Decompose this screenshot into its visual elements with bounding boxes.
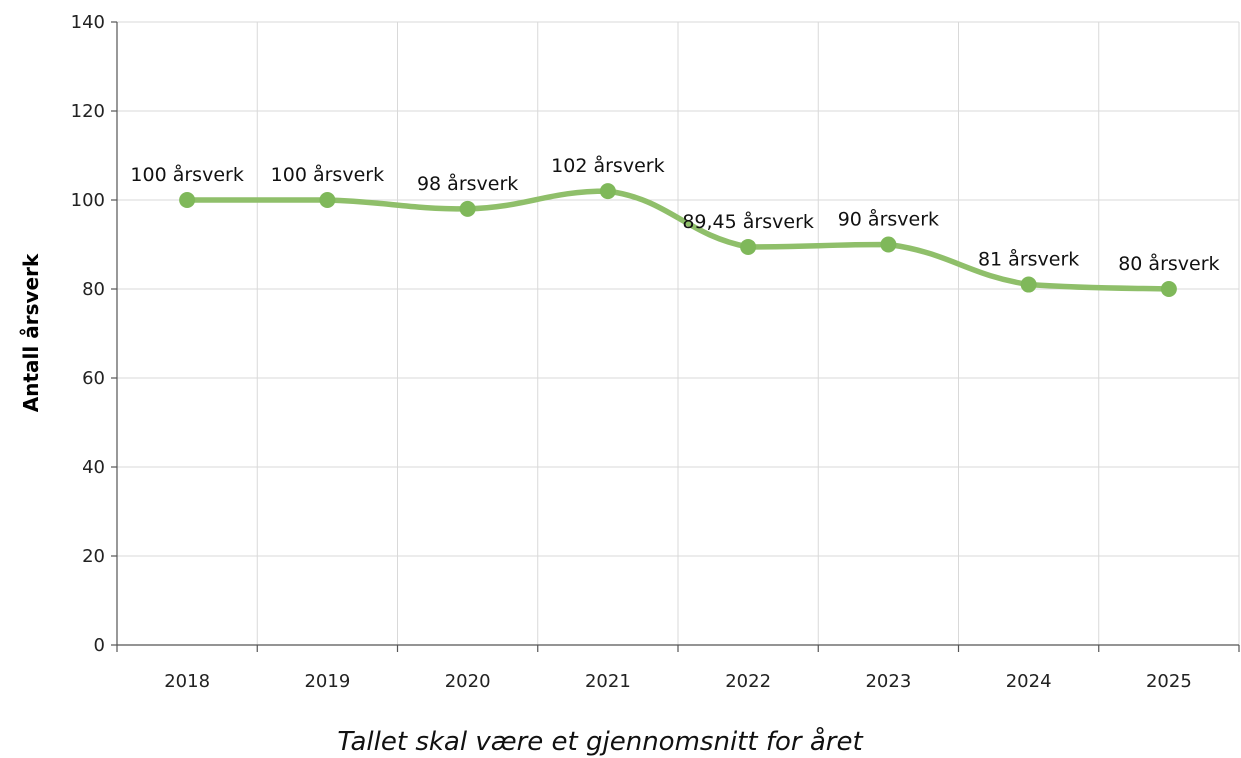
data-label: 98 årsverk (417, 172, 518, 195)
x-tick-label: 2018 (164, 671, 210, 692)
x-tick-label: 2025 (1146, 671, 1192, 692)
x-axis-label: Tallet skal være et gjennomsnitt for åre… (337, 726, 863, 757)
data-point (319, 192, 336, 208)
y-tick-label: 40 (82, 457, 105, 478)
data-label: 89,45 årsverk (682, 210, 814, 233)
series-layer (179, 183, 1177, 297)
grid-layer (117, 21, 1240, 645)
label-layer: 100 årsverk 100 årsverk 98 årsverk 102 årsv… (130, 154, 1219, 275)
data-point (740, 238, 757, 255)
y-tick-label: 20 (82, 546, 105, 567)
x-tick-label: 2020 (445, 671, 491, 692)
data-label: 100 årsverk (271, 163, 384, 186)
data-point (179, 192, 196, 208)
x-tick-label: 2023 (865, 671, 911, 692)
y-tick-label: 100 (71, 190, 105, 211)
y-tick-label: 120 (71, 101, 105, 122)
y-tick-label: 0 (94, 635, 105, 656)
data-label: 102 årsverk (551, 154, 664, 177)
series-line (184, 188, 1172, 292)
data-label: 81 årsverk (978, 248, 1079, 271)
data-label: 80 årsverk (1118, 252, 1219, 275)
data-point (880, 236, 897, 253)
data-point (1160, 281, 1177, 297)
x-tick-label: 2024 (1006, 671, 1052, 692)
axis-layer: 0 20 40 60 80 100 120 140 2018 2019 2020 2021 2022 20… (71, 12, 1240, 692)
data-point (599, 183, 616, 200)
y-tick-label: 60 (82, 368, 105, 389)
x-tick-label: 2022 (725, 671, 771, 692)
x-tick-label: 2021 (585, 671, 631, 692)
y-axis-label: Antall årsverk (19, 253, 43, 412)
y-tick-label: 140 (71, 12, 105, 33)
data-point (1020, 276, 1037, 293)
data-label: 100 årsverk (130, 163, 243, 186)
x-tick-label: 2019 (304, 671, 350, 692)
y-tick-label: 80 (82, 279, 105, 300)
data-label: 90 årsverk (838, 208, 939, 231)
data-point (459, 200, 476, 217)
